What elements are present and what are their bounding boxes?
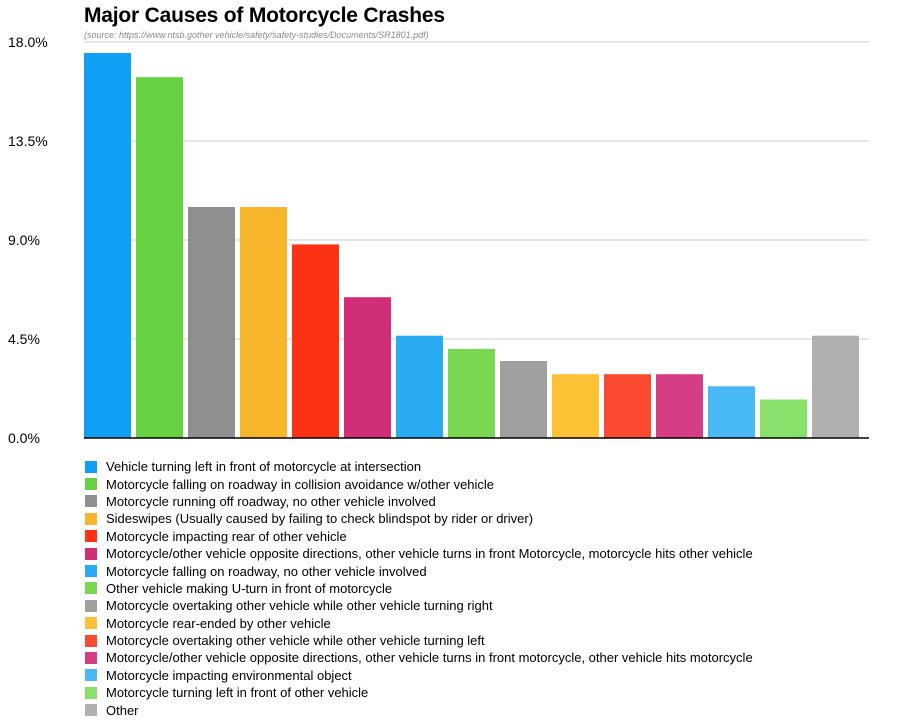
legend-swatch — [85, 617, 97, 630]
y-tick-label: 13.5% — [8, 133, 48, 149]
legend-swatch — [85, 495, 97, 508]
chart-title: Major Causes of Motorcycle Crashes — [84, 4, 445, 27]
legend-item: Sideswipes (Usually caused by failing to… — [85, 510, 753, 527]
legend-label: Motorcycle impacting environmental objec… — [106, 667, 352, 683]
legend-label: Motorcycle falling on roadway in collisi… — [106, 476, 495, 492]
legend-label: Motorcycle overtaking other vehicle whil… — [106, 633, 485, 649]
legend-swatch — [85, 582, 97, 595]
legend-item: Motorcycle/other vehicle opposite direct… — [85, 545, 753, 562]
legend-swatch — [85, 651, 97, 664]
legend-item: Motorcycle impacting environmental objec… — [85, 667, 753, 684]
bar — [84, 53, 131, 438]
legend-swatch — [85, 565, 97, 578]
chart-legend: Vehicle turning left in front of motorcy… — [85, 458, 753, 719]
bar-chart-plot: 0.0% 4.5% 9.0% 13.5% 18.0% — [8, 34, 869, 446]
bar — [708, 386, 755, 438]
legend-swatch — [85, 530, 97, 543]
legend-label: Sideswipes (Usually caused by failing to… — [106, 511, 534, 527]
legend-label: Vehicle turning left in front of motorcy… — [106, 459, 422, 475]
bar — [136, 77, 183, 438]
y-tick-label: 4.5% — [8, 331, 40, 347]
bar — [240, 207, 287, 438]
y-tick-label: 18.0% — [8, 34, 48, 50]
bar — [760, 399, 807, 438]
legend-label: Motorcycle rear-ended by other vehicle — [106, 615, 331, 631]
legend-item: Motorcycle overtaking other vehicle whil… — [85, 597, 753, 614]
legend-item: Motorcycle rear-ended by other vehicle — [85, 615, 753, 632]
bar — [500, 361, 547, 438]
legend-label: Other vehicle making U-turn in front of … — [106, 580, 393, 596]
legend-swatch — [85, 599, 97, 612]
legend-item: Motorcycle falling on roadway, no other … — [85, 562, 753, 579]
bar — [396, 335, 443, 438]
legend-swatch — [85, 478, 97, 491]
legend-label: Motorcycle/other vehicle opposite direct… — [106, 546, 753, 562]
bar — [812, 335, 859, 438]
bar — [292, 244, 339, 438]
legend-swatch — [85, 460, 97, 473]
legend-swatch — [85, 669, 97, 682]
legend-label: Motorcycle running off roadway, no other… — [106, 493, 436, 509]
legend-item: Motorcycle running off roadway, no other… — [85, 493, 753, 510]
legend-label: Other — [106, 702, 139, 718]
legend-label: Motorcycle impacting rear of other vehic… — [106, 528, 347, 544]
legend-swatch — [85, 547, 97, 560]
bar — [552, 374, 599, 438]
bar — [656, 374, 703, 438]
legend-label: Motorcycle falling on roadway, no other … — [106, 563, 427, 579]
legend-label: Motorcycle/other vehicle opposite direct… — [106, 650, 753, 666]
legend-label: Motorcycle overtaking other vehicle whil… — [106, 598, 493, 614]
legend-item: Motorcycle/other vehicle opposite direct… — [85, 649, 753, 666]
y-tick-label: 0.0% — [8, 430, 40, 446]
legend-swatch — [85, 704, 97, 717]
legend-swatch — [85, 634, 97, 647]
legend-item: Other — [85, 701, 753, 718]
legend-item: Other vehicle making U-turn in front of … — [85, 580, 753, 597]
legend-item: Motorcycle overtaking other vehicle whil… — [85, 632, 753, 649]
bar — [448, 348, 495, 438]
legend-item: Motorcycle impacting rear of other vehic… — [85, 528, 753, 545]
legend-swatch — [85, 512, 97, 525]
legend-swatch — [85, 686, 97, 699]
legend-item: Motorcycle turning left in front of othe… — [85, 684, 753, 701]
legend-item: Vehicle turning left in front of motorcy… — [85, 458, 753, 475]
bar — [344, 297, 391, 438]
chart-subtitle: (source: https://www.ntsb.gother vehicle… — [84, 30, 429, 40]
bar — [604, 374, 651, 438]
y-tick-label: 9.0% — [8, 232, 40, 248]
legend-item: Motorcycle falling on roadway in collisi… — [85, 475, 753, 492]
legend-label: Motorcycle turning left in front of othe… — [106, 685, 369, 701]
bar — [188, 207, 235, 438]
